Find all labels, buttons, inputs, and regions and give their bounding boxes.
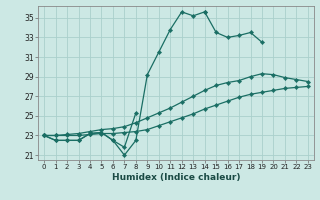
X-axis label: Humidex (Indice chaleur): Humidex (Indice chaleur) bbox=[112, 173, 240, 182]
